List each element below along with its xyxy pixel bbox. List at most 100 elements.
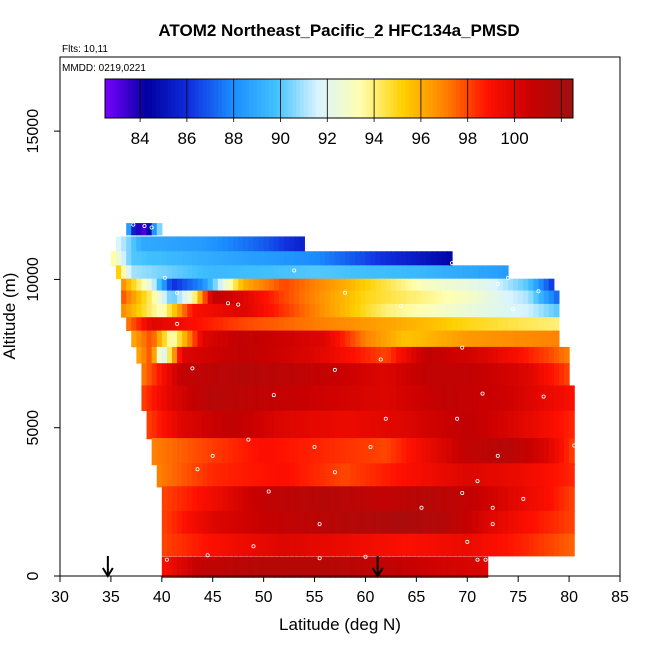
heatmap-cell (126, 236, 132, 252)
colorbar-segment (120, 79, 125, 118)
heatmap-cell (421, 278, 428, 293)
heatmap-cell (436, 303, 443, 318)
heatmap-cell (385, 251, 392, 267)
heatmap-cell (228, 385, 234, 412)
heatmap-cell (177, 317, 183, 331)
heatmap-cell (523, 438, 529, 466)
heatmap-cell (258, 486, 265, 512)
heatmap-cell (192, 330, 199, 348)
heatmap-cell (370, 486, 377, 512)
heatmap-cell (375, 330, 382, 348)
heatmap-cell (319, 486, 326, 512)
heatmap-cell (385, 410, 392, 440)
heatmap-cell (233, 410, 239, 440)
heatmap-cell (502, 265, 509, 280)
heatmap-cell (416, 278, 423, 293)
heatmap-cell (360, 303, 367, 318)
heatmap-cell (319, 363, 326, 386)
heatmap-cell (182, 463, 188, 488)
heatmap-cell (492, 303, 499, 318)
heatmap-cell (172, 410, 178, 440)
heatmap-cell (385, 385, 392, 412)
colorbar-segment (245, 79, 250, 118)
sample-point (312, 444, 317, 449)
heatmap-cell (452, 463, 458, 488)
heatmap-cell (309, 385, 316, 412)
heatmap-cell (370, 410, 377, 440)
heatmap-cell (492, 410, 499, 440)
heatmap-cell (222, 290, 229, 305)
heatmap-cell (446, 330, 453, 348)
sample-point (483, 557, 488, 562)
heatmap-cell (243, 330, 249, 348)
heatmap-cell (268, 251, 275, 267)
heatmap-cell (284, 346, 290, 364)
heatmap-cell (482, 330, 489, 348)
heatmap-cell (166, 330, 173, 348)
heatmap-cell (197, 385, 204, 412)
heatmap-cell (289, 510, 295, 535)
colorbar-segment (190, 79, 196, 118)
heatmap-cell (233, 236, 239, 252)
heatmap-cell (233, 533, 239, 557)
heatmap-cell (141, 278, 148, 293)
heatmap-cell (289, 533, 295, 557)
colorbar-segment (147, 79, 153, 118)
heatmap-cell (156, 438, 163, 466)
heatmap-cell (217, 385, 224, 412)
heatmap-cell (238, 410, 244, 440)
heatmap-cell (233, 317, 239, 331)
heatmap-cell (192, 533, 199, 557)
colorbar-segment (366, 79, 371, 118)
heatmap-cell (177, 438, 183, 466)
heatmap-cell (533, 533, 540, 557)
heatmap-cell (396, 363, 402, 386)
heatmap-cell (533, 330, 540, 348)
heatmap-cell (497, 486, 504, 512)
heatmap-cell (233, 265, 239, 280)
heatmap-cell (248, 463, 255, 488)
heatmap-cell (457, 510, 463, 535)
heatmap-cell (166, 236, 173, 252)
heatmap-cell (314, 346, 321, 364)
heatmap-cell (355, 290, 361, 305)
heatmap-cell (411, 510, 417, 535)
colorbar-segment (518, 79, 523, 118)
heatmap-cell (284, 330, 290, 348)
sample-point (541, 394, 546, 399)
colorbar-segment (530, 79, 535, 118)
heatmap-cell (457, 533, 463, 557)
heatmap-cell (228, 463, 234, 488)
heatmap-cell (436, 363, 443, 386)
heatmap-cell (426, 385, 433, 412)
heatmap-cell (151, 410, 158, 440)
heatmap-cell (228, 303, 234, 318)
heatmap-cell (360, 533, 367, 557)
heatmap-cell (182, 533, 188, 557)
heatmap-cell (533, 346, 540, 364)
heatmap-cell (273, 486, 280, 512)
heatmap-cell (340, 533, 346, 557)
heatmap-cell (370, 251, 377, 267)
heatmap-cell (212, 251, 219, 267)
heatmap-cell (243, 533, 249, 557)
heatmap-cell (375, 463, 382, 488)
heatmap-cell (558, 510, 565, 535)
heatmap-cell (243, 438, 249, 466)
sample-point (363, 554, 368, 559)
heatmap-cell (151, 278, 158, 293)
heatmap-cell (151, 223, 158, 236)
colorbar-segment (487, 79, 492, 118)
heatmap-cell (192, 265, 199, 280)
heatmap-cell (136, 330, 143, 348)
heatmap-cell (202, 556, 209, 578)
heatmap-cell (304, 510, 311, 535)
heatmap-cell (375, 303, 382, 318)
heatmap-cell (441, 251, 448, 267)
heatmap-cell (411, 556, 417, 578)
heatmap-cell (217, 438, 224, 466)
heatmap-cell (334, 486, 341, 512)
heatmap-cell (294, 236, 300, 252)
heatmap-cell (446, 346, 453, 364)
heatmap-cell (314, 510, 321, 535)
